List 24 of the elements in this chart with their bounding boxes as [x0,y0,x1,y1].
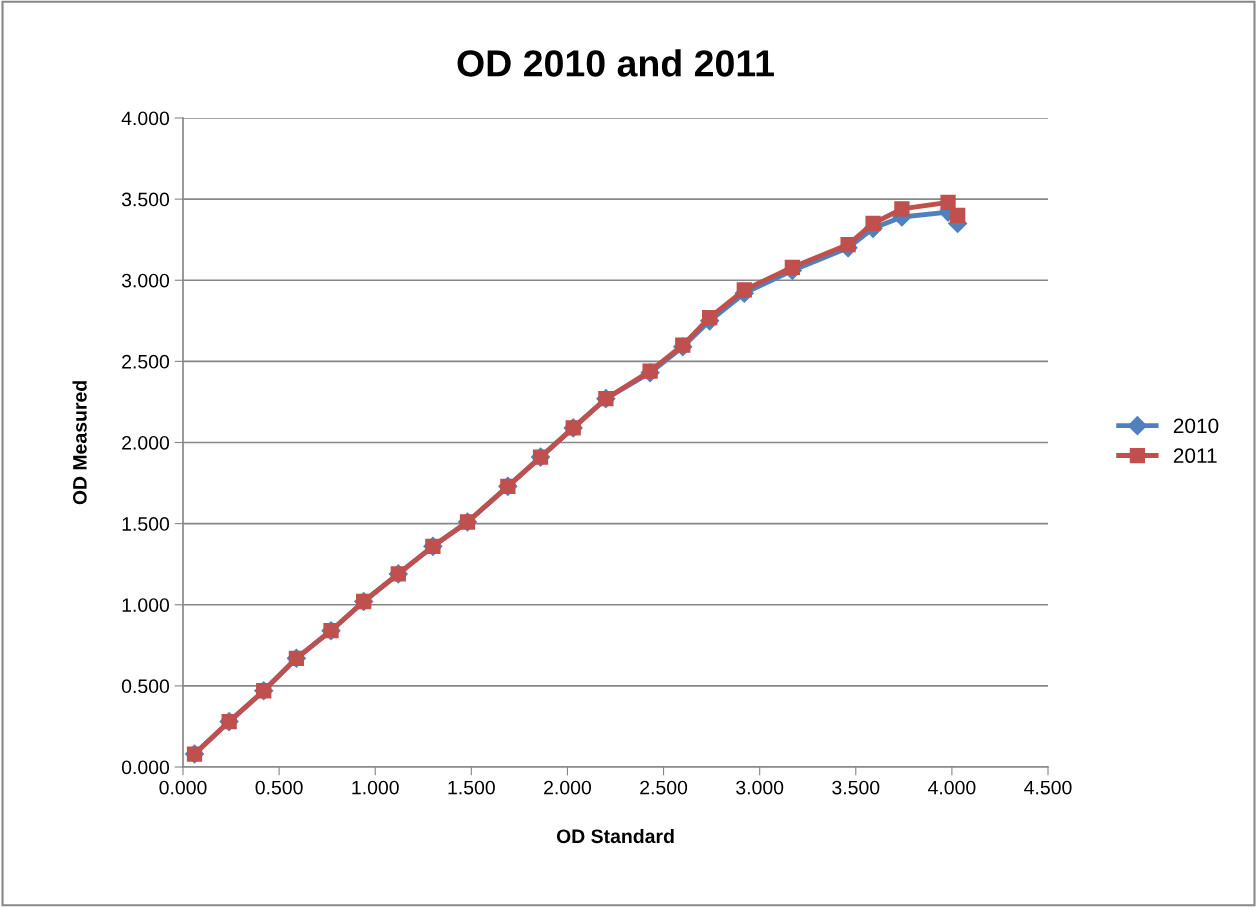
y-tick-label: 1.500 [122,517,170,531]
y-axis-title: OD Measured [72,381,87,505]
y-tick-label: 3.500 [121,192,170,207]
x-tick-label: 1.000 [352,780,399,795]
y-tick-label: 2.000 [122,435,170,450]
y-tick-label: 2.500 [122,354,170,369]
legend-label: 2010 [1173,418,1219,434]
x-tick-label: 0.000 [159,780,207,795]
x-tick-label: 2.000 [544,780,592,795]
x-tick-label: 0.500 [255,780,303,795]
y-tick-label: 0.500 [121,679,170,694]
x-tick-label: 4.000 [928,780,976,795]
x-axis-title: OD Standard [556,828,674,844]
x-tick-label: 2.500 [640,780,688,795]
x-tick-label: 3.500 [832,780,880,795]
y-tick-label: 0.000 [121,760,170,775]
x-tick-label: 1.500 [448,780,495,795]
chart-title: OD 2010 and 2011 [457,49,774,77]
y-tick-label: 3.000 [121,273,170,288]
legend-label: 2011 [1173,448,1217,464]
x-tick-label: 4.500 [1024,780,1072,795]
y-tick-label: 4.000 [121,111,170,126]
x-tick-label: 3.000 [736,780,784,795]
y-tick-label: 1.000 [122,598,170,612]
